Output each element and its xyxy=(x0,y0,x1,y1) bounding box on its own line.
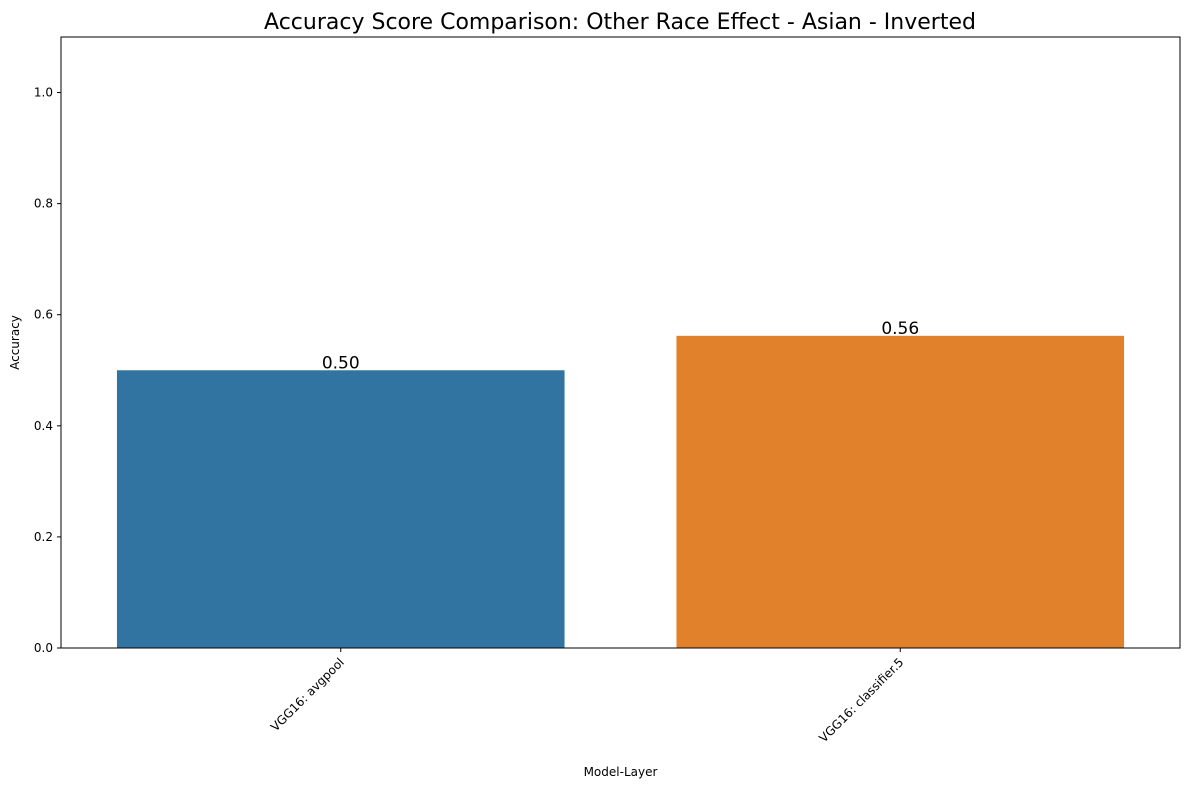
bar-value-label: 0.56 xyxy=(881,319,919,339)
plot-area: 0.0 0.2 0.4 0.6 0.8 1.0 0.50 VGG16: avgpool 0.56… xyxy=(34,86,1125,745)
y-tick-label: 0.0 xyxy=(34,641,53,655)
y-tick-label: 0.6 xyxy=(34,308,53,322)
bar xyxy=(676,335,1125,648)
y-axis-label: Accuracy xyxy=(8,315,22,370)
chart-title: Accuracy Score Comparison: Other Race Ef… xyxy=(264,10,976,35)
x-axis-label: Model-Layer xyxy=(584,765,658,779)
bar-value-label: 0.50 xyxy=(322,353,360,373)
bar xyxy=(116,370,565,648)
y-tick-label: 0.2 xyxy=(34,530,53,544)
y-tick-label: 0.8 xyxy=(34,197,53,211)
x-tick-label: VGG16: classifier.5 xyxy=(816,655,906,745)
plot-frame xyxy=(60,36,1181,649)
x-tick-label: VGG16: avgpool xyxy=(268,655,347,734)
y-tick-label: 1.0 xyxy=(34,86,53,100)
y-tick-label: 0.4 xyxy=(34,419,53,433)
